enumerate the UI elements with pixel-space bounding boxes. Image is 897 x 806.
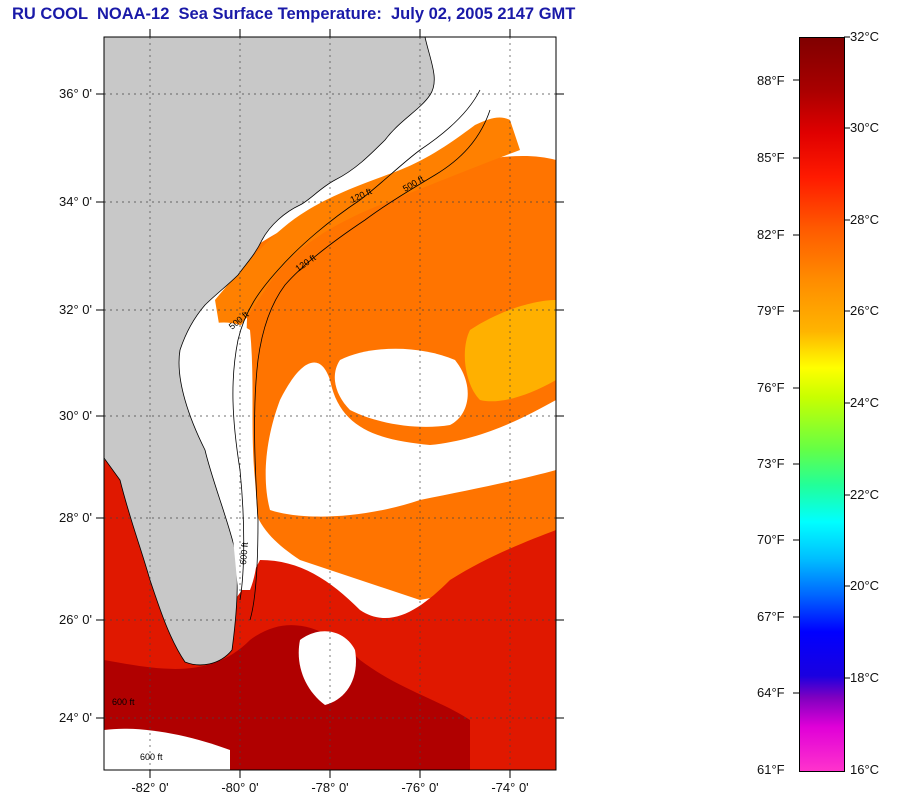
florida-bay-nodata — [104, 728, 230, 770]
colorbar-celsius-label: 26°C — [850, 303, 880, 318]
yellow-patch — [464, 300, 556, 402]
colorbar-celsius-label: 30°C — [850, 120, 880, 135]
axis-ticks — [96, 29, 564, 778]
contour-120ft — [232, 89, 481, 601]
contour-label: 600 ft — [238, 541, 250, 565]
colorbar-celsius-label: 16°C — [850, 762, 880, 777]
colorbar-fahrenheit-label: 73°F — [757, 456, 785, 471]
contour-label: 600 ft — [112, 697, 135, 707]
south-darkred-region — [104, 625, 470, 770]
sst-map-svg: 120 ft 500 ft 120 ft 500 ft 600 ft 600 f… — [96, 29, 564, 778]
colorbar-fahrenheit-label: 61°F — [757, 762, 785, 777]
colorbar-celsius-label: 32°C — [850, 29, 880, 44]
lat-label: 36° 0' — [59, 86, 92, 101]
colorbar-fahrenheit-label: 67°F — [757, 609, 785, 624]
lon-label: -74° 0' — [491, 780, 529, 795]
temperature-colorbar — [799, 37, 845, 772]
colorbar-fahrenheit-label: 79°F — [757, 303, 785, 318]
coastal-orange-region — [215, 117, 520, 335]
contour-label: 600 ft — [140, 752, 163, 762]
colorbar-ticks — [793, 36, 850, 694]
bahamas-bank-nodata — [298, 631, 356, 705]
lat-label: 28° 0' — [59, 510, 92, 525]
lon-label: -76° 0' — [401, 780, 439, 795]
land-mass — [104, 37, 435, 666]
colorbar-celsius-label: 28°C — [850, 212, 880, 227]
lat-label: 32° 0' — [59, 302, 92, 317]
colorbar-celsius-label: 20°C — [850, 578, 880, 593]
lat-label: 24° 0' — [59, 710, 92, 725]
lon-label: -82° 0' — [131, 780, 169, 795]
contour-500ft — [249, 109, 491, 621]
colorbar-celsius-label: 18°C — [850, 670, 880, 685]
colorbar-celsius-label: 22°C — [850, 487, 880, 502]
colorbar-fahrenheit-label: 64°F — [757, 685, 785, 700]
cloud-patch — [334, 348, 468, 427]
lat-label: 26° 0' — [59, 612, 92, 627]
map-title: RU COOL NOAA-12 Sea Surface Temperature:… — [12, 5, 576, 23]
colorbar-celsius-label: 24°C — [850, 395, 880, 410]
colorbar-fahrenheit-label: 88°F — [757, 73, 785, 88]
sst-map: 120 ft 500 ft 120 ft 500 ft 600 ft 600 f… — [59, 29, 564, 795]
graticule — [104, 37, 556, 770]
lon-label: -78° 0' — [311, 780, 349, 795]
colorbar-fahrenheit-label: 76°F — [757, 380, 785, 395]
lat-label: 34° 0' — [59, 194, 92, 209]
colorbar-fahrenheit-label: 70°F — [757, 532, 785, 547]
lon-label: -80° 0' — [221, 780, 259, 795]
lat-label: 30° 0' — [59, 408, 92, 423]
colorbar-fahrenheit-label: 85°F — [757, 150, 785, 165]
colorbar-fahrenheit-label: 82°F — [757, 227, 785, 242]
